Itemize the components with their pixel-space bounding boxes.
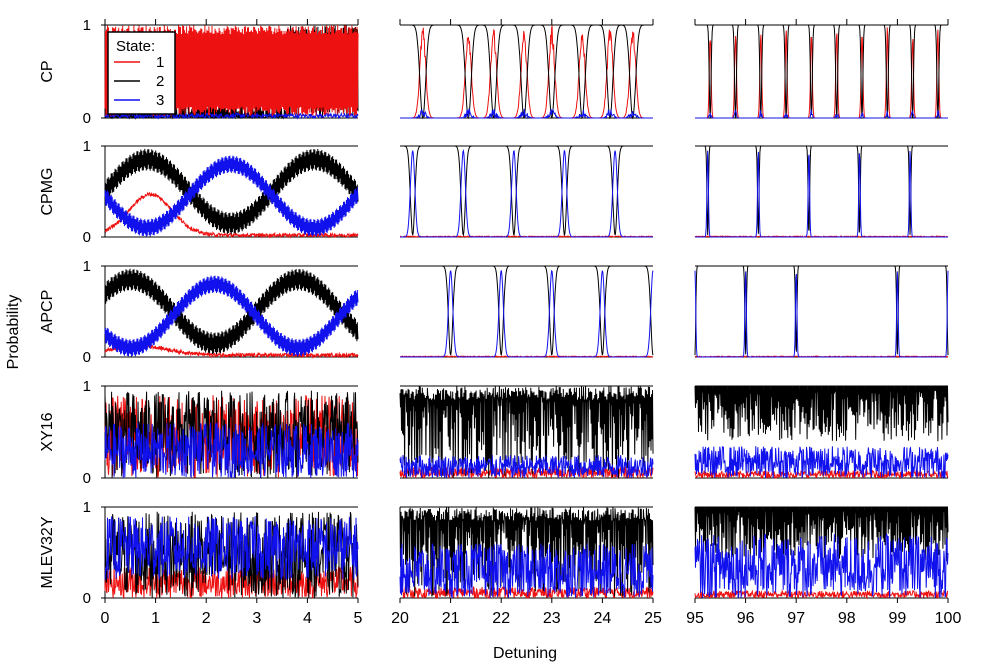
x-tick-label: 23 (543, 610, 561, 627)
y-tick-label: 1 (83, 378, 91, 395)
panel-xy16-3 (694, 385, 949, 480)
y-tick-label: 0 (83, 110, 91, 127)
series-line-2 (694, 506, 949, 562)
legend-title: State: (116, 38, 155, 55)
x-tick-label: 95 (686, 610, 704, 627)
x-tick-label: 98 (838, 610, 856, 627)
row-label-xy16: XY16 (39, 412, 56, 451)
legend: State:1 2 3 (107, 31, 176, 115)
panel-apcp-3 (694, 265, 949, 359)
row-label-cp: CP (39, 60, 56, 82)
x-tick-label: 2 (202, 610, 211, 627)
series-line-2 (695, 24, 948, 119)
x-tick-label: 24 (594, 610, 612, 627)
series-line-2 (694, 265, 949, 356)
x-tick-label: 4 (303, 610, 312, 627)
panel-mlev32y-1: 0 1 0 1 2 3 4 5 (83, 499, 363, 627)
series-line-1 (399, 585, 654, 600)
y-tick-label: 0 (83, 590, 91, 607)
y-tick-label: 1 (83, 499, 91, 516)
series-line-3 (104, 516, 359, 581)
panel-xy16-1: 01 (83, 378, 359, 487)
x-tick-label: 96 (737, 610, 755, 627)
x-tick-label: 20 (391, 610, 409, 627)
series-line-2 (104, 148, 359, 235)
x-axis-label: Detuning (493, 645, 557, 662)
series-line-3 (400, 269, 654, 358)
series-line-2 (400, 265, 654, 356)
series-line-2 (694, 385, 949, 442)
series-line-2 (695, 145, 948, 236)
legend-entry-1: 1 (156, 54, 164, 71)
panel-apcp-2 (400, 265, 654, 358)
panel-xy16-2 (399, 385, 654, 480)
series-line-3 (694, 270, 949, 358)
series-line-3 (695, 109, 948, 119)
series-line-2 (399, 506, 654, 597)
series-line-3 (694, 445, 949, 479)
series-line-3 (400, 108, 653, 120)
series-line-3 (400, 148, 653, 238)
series-line-3 (104, 275, 359, 357)
series-line-3 (399, 454, 654, 479)
x-tick-label: 21 (442, 610, 460, 627)
series-line-3 (695, 150, 948, 238)
y-tick-label: 1 (83, 138, 91, 155)
panel-cpmg-2 (399, 145, 654, 238)
panel-mlev32y-3: 95 96 97 98 99 100 (686, 506, 962, 627)
x-tick-label: 0 (101, 610, 110, 627)
y-tick-label: 0 (83, 470, 91, 487)
x-tick-label: 100 (935, 610, 962, 627)
series-line-1 (695, 27, 948, 119)
legend-entry-3: 3 (156, 92, 164, 109)
y-axis-label: Probability (5, 295, 22, 370)
series-line-3 (104, 422, 359, 479)
series-line-2 (400, 145, 653, 237)
panel-cpmg-3 (694, 145, 949, 238)
y-tick-label: 0 (83, 229, 91, 246)
y-tick-label: 1 (83, 17, 91, 34)
panel-cpmg-1: 01 (83, 138, 359, 246)
x-tick-label: 99 (889, 610, 907, 627)
series-line-1 (694, 588, 949, 600)
y-tick-label: 0 (83, 349, 91, 366)
series-line-2 (104, 268, 359, 355)
x-tick-label: 3 (252, 610, 261, 627)
row-label-cpmg: CPMG (39, 168, 56, 216)
panel-apcp-1: 01 (83, 258, 359, 366)
x-tick-label: 97 (787, 610, 805, 627)
x-tick-label: 25 (644, 610, 662, 627)
series-line-3 (399, 543, 654, 598)
panel-cp-3 (694, 19, 949, 119)
panel-mlev32y-2: 20 21 22 23 24 25 (391, 506, 662, 627)
panel-cp-2 (399, 19, 654, 120)
x-tick-label: 5 (354, 610, 363, 627)
row-label-apcp: APCP (39, 290, 56, 334)
legend-entry-2: 2 (156, 73, 164, 90)
legend-box (107, 31, 176, 115)
row-label-mlev32y: MLEV32Y (39, 516, 56, 588)
series-line-3 (104, 155, 359, 237)
y-tick-label: 1 (83, 258, 91, 275)
series-line-3 (694, 532, 949, 599)
x-tick-label: 22 (492, 610, 510, 627)
x-tick-label: 1 (151, 610, 160, 627)
